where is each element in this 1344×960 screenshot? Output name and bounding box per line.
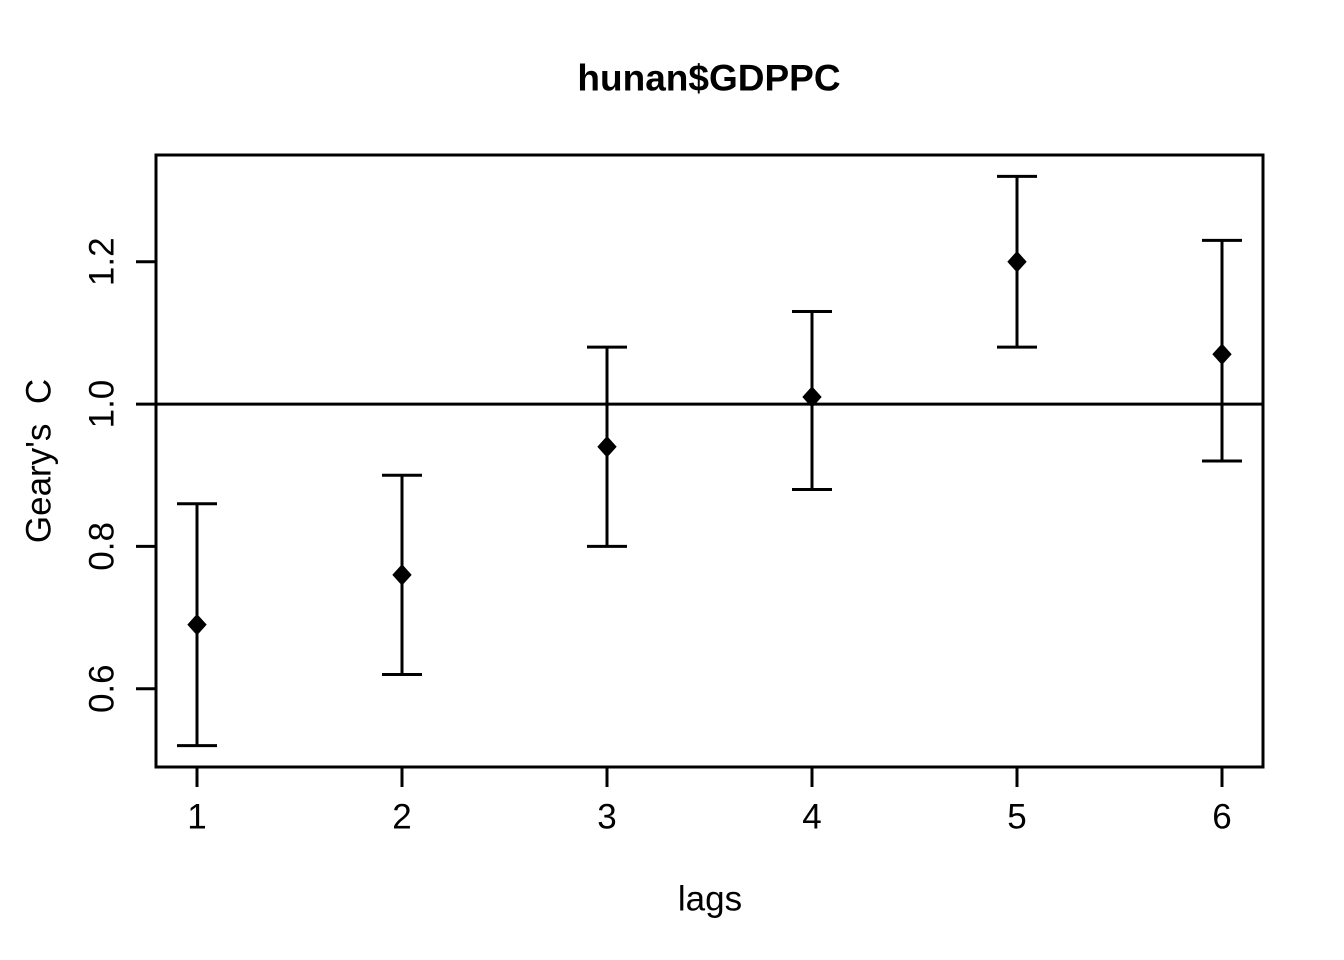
data-point-diamond (187, 613, 207, 636)
x-tick-label: 6 (1212, 798, 1231, 837)
plot-box (154, 153, 1265, 769)
data-point-diamond (597, 436, 617, 458)
y-tick-label: 0.8 (83, 522, 122, 571)
x-tick-label: 2 (392, 798, 411, 837)
y-tick-label: 0.6 (83, 664, 122, 713)
x-tick-label: 3 (597, 798, 616, 837)
y-tick-label: 1.2 (83, 237, 122, 286)
x-tick-label: 1 (187, 798, 206, 837)
x-axis-label: lags (677, 879, 743, 919)
data-point-diamond (392, 564, 412, 586)
x-tick-label: 4 (802, 798, 821, 837)
data-point-diamond (802, 386, 822, 408)
x-tick-label: 5 (1007, 798, 1026, 837)
data-point-diamond (1212, 343, 1232, 366)
data-point-diamond (1007, 250, 1027, 273)
y-tick-label: 1.0 (83, 380, 122, 429)
chart-title: hunan$GDPPC (577, 57, 841, 99)
